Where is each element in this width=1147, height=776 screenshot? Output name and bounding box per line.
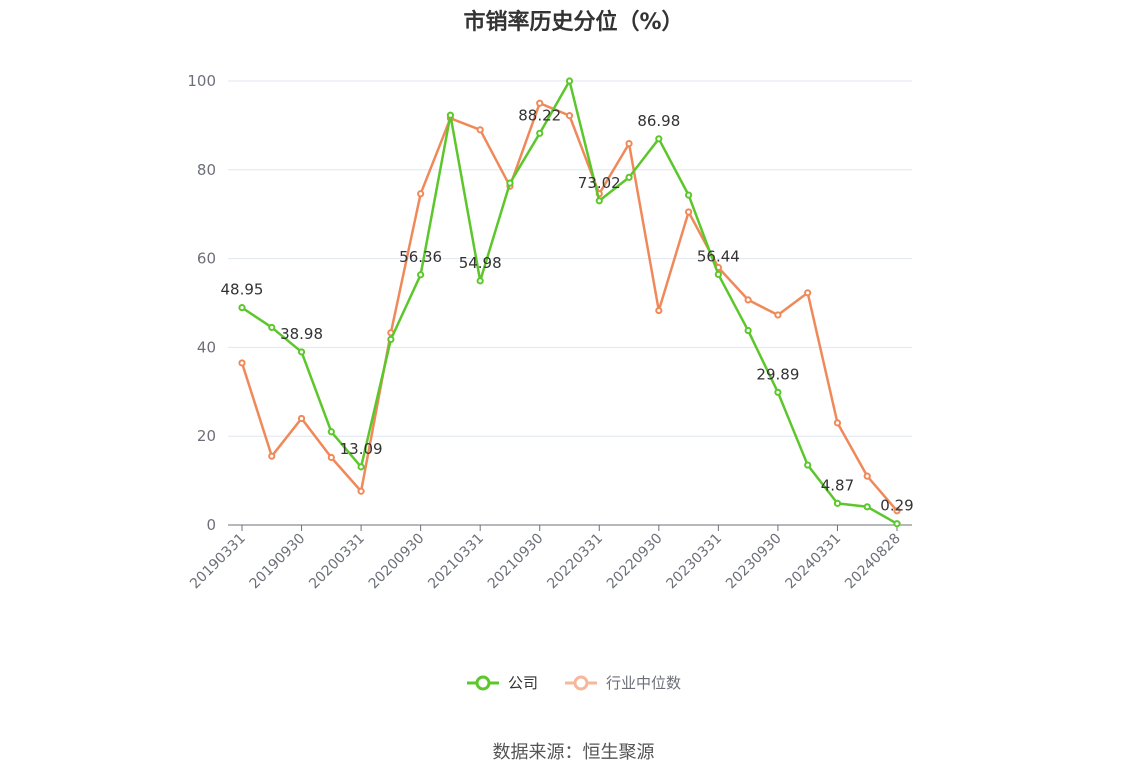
data-point[interactable] [268, 323, 276, 332]
data-point[interactable] [833, 419, 842, 427]
chart-plot: 0 20 40 60 80 100 2019033120190930202003312020… [187, 72, 914, 593]
data-point[interactable] [476, 126, 484, 134]
legend-industry-label: 行业中位数 [606, 674, 682, 692]
data-label: 0.29 [880, 497, 913, 515]
data-point[interactable] [893, 507, 901, 515]
data-label: 54.98 [459, 254, 502, 272]
data-labels: 48.95 38.98 13.09 56.36 54.98 88.22 73.02 86.98… [221, 106, 914, 514]
data-label: 88.22 [518, 106, 561, 124]
x-tick-label: 20240828 [842, 531, 904, 593]
data-point[interactable] [417, 271, 425, 279]
y-tick-label: 0 [206, 516, 216, 534]
data-point[interactable] [297, 414, 306, 423]
data-point[interactable] [446, 111, 455, 119]
data-point[interactable] [565, 112, 574, 120]
source-note: 数据来源：恒生聚源 [492, 742, 655, 763]
data-point[interactable] [387, 335, 395, 344]
data-point[interactable] [684, 208, 693, 216]
y-tick-label: 40 [197, 338, 216, 356]
data-point[interactable] [417, 190, 425, 198]
data-label: 48.95 [221, 281, 264, 299]
legend: 公司 行业中位数 [0, 672, 1147, 693]
x-tick-label: 20200331 [306, 531, 368, 593]
data-label: 38.98 [280, 325, 323, 343]
data-point[interactable] [357, 487, 365, 495]
data-point[interactable] [327, 453, 335, 462]
x-tick-label: 20200930 [366, 531, 428, 593]
legend-item-industry[interactable]: 行业中位数 [564, 672, 681, 693]
data-point[interactable] [565, 77, 574, 85]
x-tick-label: 20220331 [544, 531, 606, 593]
x-tick-label: 20190331 [187, 531, 249, 593]
y-tick-label: 100 [187, 72, 216, 90]
data-point[interactable] [893, 520, 901, 528]
data-label: 56.44 [697, 247, 740, 265]
data-point[interactable] [476, 277, 484, 285]
data-point[interactable] [536, 129, 544, 137]
y-tick-label: 60 [197, 250, 216, 268]
legend-company-icon [466, 675, 499, 690]
data-label: 56.36 [399, 248, 442, 266]
data-point[interactable] [268, 452, 276, 460]
data-point[interactable] [655, 306, 663, 315]
data-label: 4.87 [821, 476, 854, 494]
x-tick-label: 20230930 [723, 531, 785, 593]
grid-lines [228, 80, 912, 437]
data-point[interactable] [297, 348, 306, 356]
x-tick-label: 20210930 [485, 531, 547, 593]
data-point[interactable] [863, 503, 871, 511]
data-label: 29.89 [756, 365, 799, 383]
legend-industry-icon [565, 675, 597, 690]
data-point[interactable] [625, 173, 633, 181]
data-label: 73.02 [578, 174, 621, 192]
data-point[interactable] [357, 463, 365, 471]
data-point[interactable] [655, 135, 663, 143]
legend-item-company[interactable]: 公司 [466, 672, 538, 693]
data-point[interactable] [774, 388, 782, 396]
data-point[interactable] [327, 428, 335, 436]
data-point[interactable] [863, 472, 871, 480]
data-point[interactable] [804, 289, 812, 297]
data-point[interactable] [714, 270, 722, 279]
data-point[interactable] [774, 311, 782, 319]
y-tick-label: 80 [197, 161, 216, 179]
data-point[interactable] [744, 296, 752, 304]
series-lines [238, 77, 901, 528]
data-point[interactable] [744, 326, 752, 335]
x-tick-label: 20190930 [247, 531, 309, 593]
data-point[interactable] [238, 304, 246, 312]
data-label: 86.98 [637, 112, 680, 130]
data-label: 13.09 [340, 440, 383, 458]
x-tick-label: 20220930 [604, 531, 666, 593]
x-tick-label: 20210331 [425, 531, 487, 593]
data-point[interactable] [536, 99, 544, 107]
legend-company-label: 公司 [507, 674, 538, 692]
y-tick-label: 20 [197, 427, 216, 445]
data-point[interactable] [833, 499, 842, 507]
x-tick-label: 20230331 [663, 531, 725, 593]
data-point[interactable] [684, 191, 693, 199]
data-point[interactable] [506, 179, 514, 187]
data-point[interactable] [238, 359, 246, 367]
chart-title: 市销率历史分位（%） [463, 10, 684, 35]
x-tick-label: 20240331 [783, 531, 845, 593]
data-point[interactable] [804, 461, 812, 469]
data-point[interactable] [595, 197, 603, 205]
data-point[interactable] [625, 140, 633, 148]
